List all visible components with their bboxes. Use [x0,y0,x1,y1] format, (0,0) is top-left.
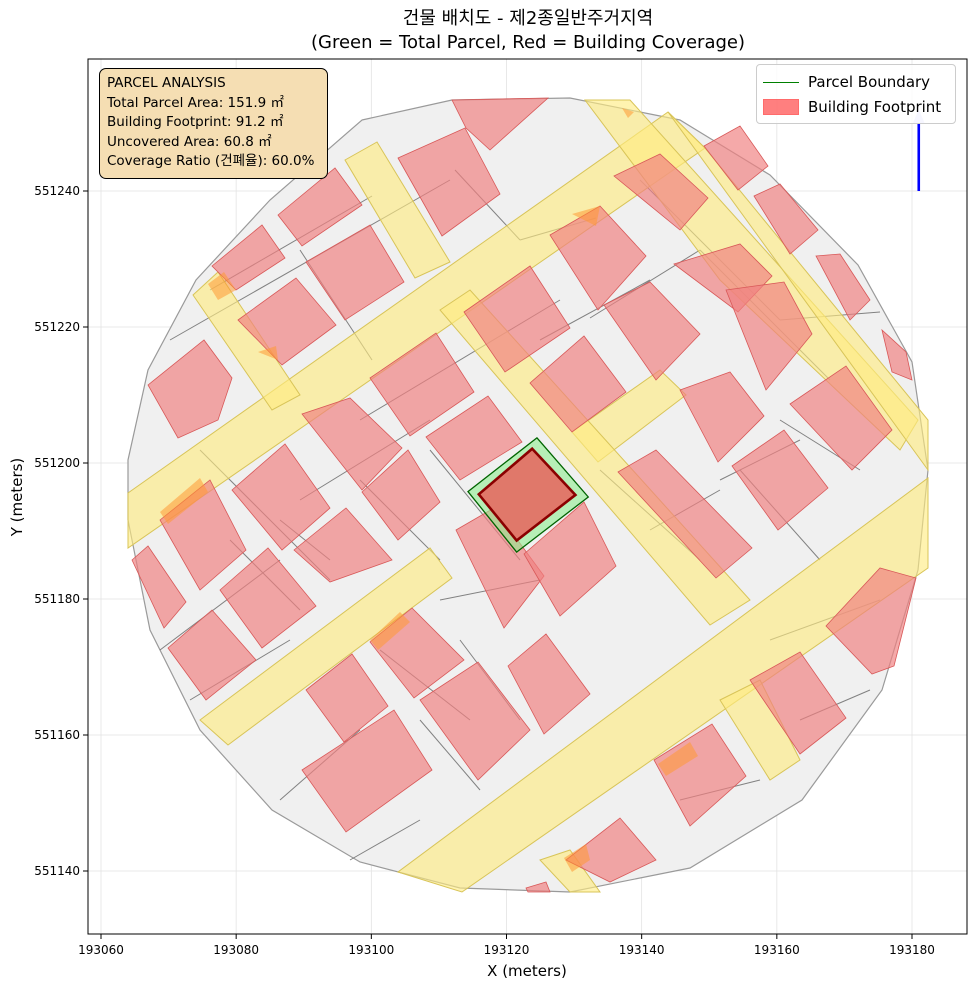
overlap-area [622,108,634,118]
legend-item-building: Building Footprint [763,97,941,117]
info-uncovered-area: Uncovered Area: 60.8 ㎡ [107,133,272,150]
road-diagonal-nw [344,141,451,279]
x-tick-label: 193060 [78,943,124,957]
context-building [789,365,893,471]
context-building [425,395,523,481]
context-building [451,97,550,151]
context-building [529,335,627,433]
context-building [523,501,617,617]
legend-patch-swatch [763,99,799,115]
context-building [369,332,475,437]
context-building [613,153,709,231]
y-tick-label: 551180 [34,592,80,606]
info-heading: PARCEL ANALYSIS [107,75,226,91]
context-building [277,167,363,247]
chart-title-line1: 건물 배치도 - 제2종일반주거지역 [402,8,654,29]
context-building [749,651,847,755]
legend-label-building: Building Footprint [808,98,942,116]
x-axis-label: X (meters) [487,962,567,980]
road-diagonal-w [192,271,301,411]
x-tick-label: 193080 [213,943,259,957]
axis-ticks: 193060 193080 193100 193120 193140 193160 1931… [34,184,935,957]
overlap-area [572,206,600,226]
y-tick-label: 551160 [34,728,80,742]
context-building [231,443,331,551]
context-building [815,253,871,321]
y-tick-label: 551220 [34,320,80,334]
road-diagonal-east [667,111,929,472]
overlap-area [564,844,590,872]
context-building [881,328,913,381]
parcel-analysis-box: PARCEL ANALYSIS Total Parcel Area: 151.9… [99,68,328,179]
context-building [219,547,317,649]
axes-frame [87,58,968,935]
road-major-lower [396,477,929,893]
overlap-area [258,346,278,360]
context-building [463,265,571,373]
x-tick-label: 193180 [889,943,935,957]
context-building [603,281,701,381]
x-tick-label: 193160 [754,943,800,957]
context-building [361,449,441,541]
x-tick-label: 193100 [348,943,394,957]
overlap-area [208,272,236,300]
context-building [653,723,747,827]
context-building [301,397,403,491]
overlap-area [370,612,410,650]
overlap-layer [160,108,698,872]
context-building [679,371,765,463]
context-building [825,567,917,675]
context-building [305,224,405,321]
road-south-stub [539,849,601,893]
legend-label-parcel: Parcel Boundary [808,73,931,91]
road-minor-west [199,547,453,746]
subject-building-footprint [476,446,578,543]
context-building [419,661,531,781]
legend-line-swatch [763,81,799,83]
chart-title-line2: (Green = Total Parcel, Red = Building Co… [310,32,746,53]
context-building [753,183,819,255]
overlap-area [658,742,698,776]
context-building [131,545,187,629]
y-tick-label: 551240 [34,184,80,198]
x-tick-label: 193120 [484,943,530,957]
info-building-footprint: Building Footprint: 91.2 ㎡ [107,114,284,130]
legend: Parcel Boundary Building Footprint [756,64,956,124]
y-tick-label: 551200 [34,456,80,470]
road-layer [127,99,929,893]
context-building [301,709,433,833]
road-diagonal-center [439,289,751,626]
y-axis-label: Y (meters) [8,458,26,538]
context-building [147,339,233,439]
context-building [293,507,393,583]
legend-item-parcel: Parcel Boundary [763,72,930,92]
x-tick-label: 193140 [619,943,665,957]
context-building [525,881,551,893]
context-building [565,817,657,883]
context-building [725,281,813,391]
context-building [305,653,389,743]
context-building [731,429,829,531]
overlap-area [160,478,208,524]
context-building [703,125,769,191]
context-building [617,449,753,579]
context-building [167,609,257,701]
road-diagonal-se [719,679,801,781]
info-coverage-ratio: Coverage Ratio (건폐율): 60.0% [107,153,315,169]
context-building [397,127,501,237]
context-building [507,633,591,735]
y-tick-label: 551140 [34,864,80,878]
map-layer [127,97,929,893]
context-buildings-layer [131,97,917,893]
info-total-parcel-area: Total Parcel Area: 151.9 ㎡ [107,94,284,111]
